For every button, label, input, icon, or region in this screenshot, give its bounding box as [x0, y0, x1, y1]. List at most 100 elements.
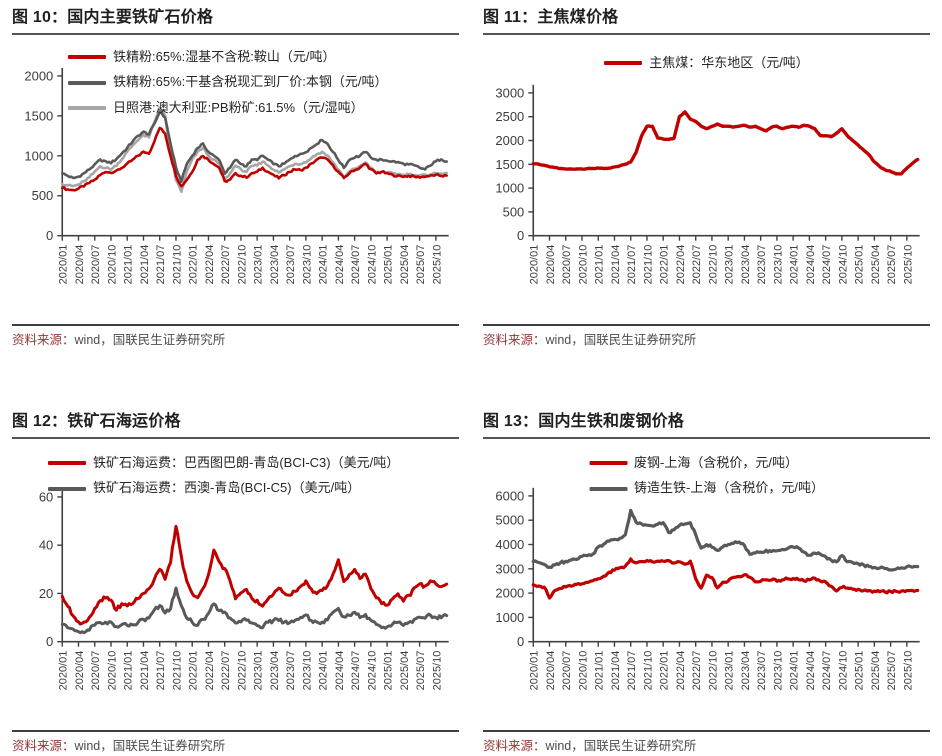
figure-10-title: 图 10：国内主要铁矿石价格: [12, 8, 459, 36]
svg-text:2025/01: 2025/01: [854, 651, 866, 691]
svg-text:2023/10: 2023/10: [772, 651, 784, 691]
svg-text:2021/01: 2021/01: [123, 245, 135, 285]
figure-12-chart-area: 铁矿石海运费：巴西图巴朗-青岛(BCI-C3)（美元/吨） 铁矿石海运费：西澳-…: [12, 439, 459, 730]
legend-label: 主焦煤：华东地区（元/吨）: [649, 55, 809, 71]
legend-item: 主焦煤：华东地区（元/吨）: [604, 55, 809, 71]
svg-text:2020/04: 2020/04: [545, 245, 557, 285]
svg-text:2024/07: 2024/07: [350, 245, 362, 285]
svg-text:2000: 2000: [495, 586, 524, 601]
legend-item: 废钢-上海（含税价，元/吨）: [589, 455, 798, 471]
svg-text:1500: 1500: [495, 157, 524, 172]
svg-text:2023/04: 2023/04: [740, 245, 752, 285]
svg-text:2024/07: 2024/07: [350, 651, 362, 691]
figure-13-chart-area: 废钢-上海（含税价，元/吨） 铸造生铁-上海（含税价，元/吨） 0 1000 200…: [483, 439, 930, 730]
source-label: 资料来源：: [12, 738, 75, 753]
svg-text:2024/07: 2024/07: [821, 651, 833, 691]
svg-text:2023/10: 2023/10: [301, 245, 313, 285]
svg-text:2025/07: 2025/07: [886, 651, 898, 691]
legend-item: 铁精粉:65%:湿基不含税:鞍山（元/吨）: [68, 49, 387, 65]
svg-text:2021/07: 2021/07: [626, 651, 638, 691]
figure-10-legend: 铁精粉:65%:湿基不含税:鞍山（元/吨） 铁精粉:65%:干基含税现汇到厂价:…: [68, 49, 387, 116]
svg-text:1000: 1000: [495, 181, 524, 196]
svg-text:1000: 1000: [24, 148, 53, 163]
svg-text:0: 0: [517, 634, 524, 649]
svg-text:2023/04: 2023/04: [269, 651, 281, 691]
source-note: 资料来源：wind，国联民生证券研究所: [12, 729, 459, 754]
svg-text:2025/10: 2025/10: [902, 245, 914, 285]
legend-line-swatch: [604, 61, 643, 66]
figure-12-title: 图 12：铁矿石海运价格: [12, 412, 459, 440]
svg-text:2021/07: 2021/07: [155, 651, 167, 691]
svg-text:0: 0: [517, 228, 524, 243]
svg-text:2022/10: 2022/10: [707, 651, 719, 691]
legend-line-swatch: [48, 461, 86, 466]
svg-text:2024/01: 2024/01: [318, 245, 330, 285]
svg-text:2021/10: 2021/10: [171, 245, 183, 285]
figure-11-legend: 主焦煤：华东地区（元/吨）: [483, 55, 930, 71]
svg-text:2024/04: 2024/04: [805, 245, 817, 285]
svg-text:2021/04: 2021/04: [139, 651, 151, 691]
svg-text:2022/01: 2022/01: [188, 651, 200, 691]
svg-text:2021/07: 2021/07: [155, 245, 167, 285]
legend-label: 铁精粉:65%:湿基不含税:鞍山（元/吨）: [113, 49, 336, 65]
svg-text:2021/10: 2021/10: [171, 651, 183, 691]
legend-item: 铸造生铁-上海（含税价，元/吨）: [589, 480, 824, 496]
svg-text:2025/10: 2025/10: [902, 651, 914, 691]
svg-text:1500: 1500: [24, 109, 53, 124]
legend-line-swatch: [68, 55, 106, 60]
svg-text:2025/07: 2025/07: [886, 245, 898, 285]
svg-text:500: 500: [503, 205, 525, 220]
svg-text:2021/07: 2021/07: [626, 245, 638, 285]
svg-text:2024/04: 2024/04: [334, 245, 346, 285]
svg-text:6000: 6000: [495, 489, 524, 504]
legend-item: 铁精粉:65%:干基含税现汇到厂价:本钢（元/吨）: [68, 74, 387, 90]
svg-text:2020/10: 2020/10: [577, 245, 589, 285]
svg-text:2020/07: 2020/07: [561, 245, 573, 285]
svg-text:2024/10: 2024/10: [837, 651, 849, 691]
svg-text:2022/04: 2022/04: [675, 245, 687, 285]
svg-text:2025/01: 2025/01: [854, 245, 866, 285]
svg-text:2020/01: 2020/01: [529, 651, 541, 691]
svg-text:0: 0: [46, 228, 53, 243]
legend-label: 铸造生铁-上海（含税价，元/吨）: [634, 480, 824, 496]
svg-text:2022/04: 2022/04: [204, 651, 216, 691]
svg-text:2023/04: 2023/04: [740, 651, 752, 691]
svg-text:2000: 2000: [24, 69, 53, 84]
svg-text:2021/10: 2021/10: [642, 651, 654, 691]
svg-text:2022/04: 2022/04: [675, 651, 687, 691]
source-value: wind，国联民生证券研究所: [74, 738, 226, 753]
svg-text:2021/01: 2021/01: [123, 651, 135, 691]
source-label: 资料来源：: [483, 738, 546, 753]
svg-text:2021/04: 2021/04: [139, 245, 151, 285]
svg-text:2500: 2500: [495, 109, 524, 124]
svg-text:3000: 3000: [495, 561, 524, 576]
svg-text:2022/01: 2022/01: [188, 245, 200, 285]
svg-text:0: 0: [46, 634, 53, 649]
svg-text:2024/10: 2024/10: [366, 245, 378, 285]
figure-12-panel: 图 12：铁矿石海运价格 铁矿石海运费：巴西图巴朗-青岛(BCI-C3)（美元/…: [0, 378, 471, 756]
svg-text:2025/07: 2025/07: [415, 245, 427, 285]
figure-11-chart-area: 主焦煤：华东地区（元/吨） 0 500 1000 1500 2000 2500 3000 20…: [483, 35, 930, 324]
svg-text:2023/01: 2023/01: [724, 245, 736, 285]
figure-12-line-chart: 0 20 40 60 2020/01 2020/04 2020/07 2020/10 2021/…: [39, 489, 449, 691]
figure-11-line-chart: 0 500 1000 1500 2000 2500 3000 2020/01 2020/04 20…: [495, 85, 920, 285]
svg-text:2021/10: 2021/10: [642, 245, 654, 285]
legend-line-swatch: [68, 80, 106, 85]
svg-text:2020/04: 2020/04: [545, 651, 557, 691]
svg-text:2024/01: 2024/01: [318, 651, 330, 691]
svg-text:2023/07: 2023/07: [756, 651, 768, 691]
legend-label: 日照港:澳大利亚:PB粉矿:61.5%（元/湿吨）: [113, 99, 364, 115]
svg-text:2024/01: 2024/01: [789, 651, 801, 691]
svg-text:2023/01: 2023/01: [253, 651, 265, 691]
svg-text:2020/10: 2020/10: [106, 651, 118, 691]
svg-text:2024/10: 2024/10: [837, 245, 849, 285]
svg-text:2020/04: 2020/04: [74, 245, 86, 285]
legend-line-swatch: [48, 486, 86, 491]
svg-text:2024/04: 2024/04: [334, 651, 346, 691]
figure-11-title: 图 11：主焦煤价格: [483, 8, 930, 36]
svg-text:2023/07: 2023/07: [285, 245, 297, 285]
svg-text:2022/07: 2022/07: [220, 651, 232, 691]
legend-label: 铁矿石海运费：巴西图巴朗-青岛(BCI-C3)（美元/吨）: [93, 455, 400, 471]
figure-13-line-chart: 0 1000 2000 3000 4000 5000 6000 2020/01 2020/04 2…: [495, 488, 920, 691]
